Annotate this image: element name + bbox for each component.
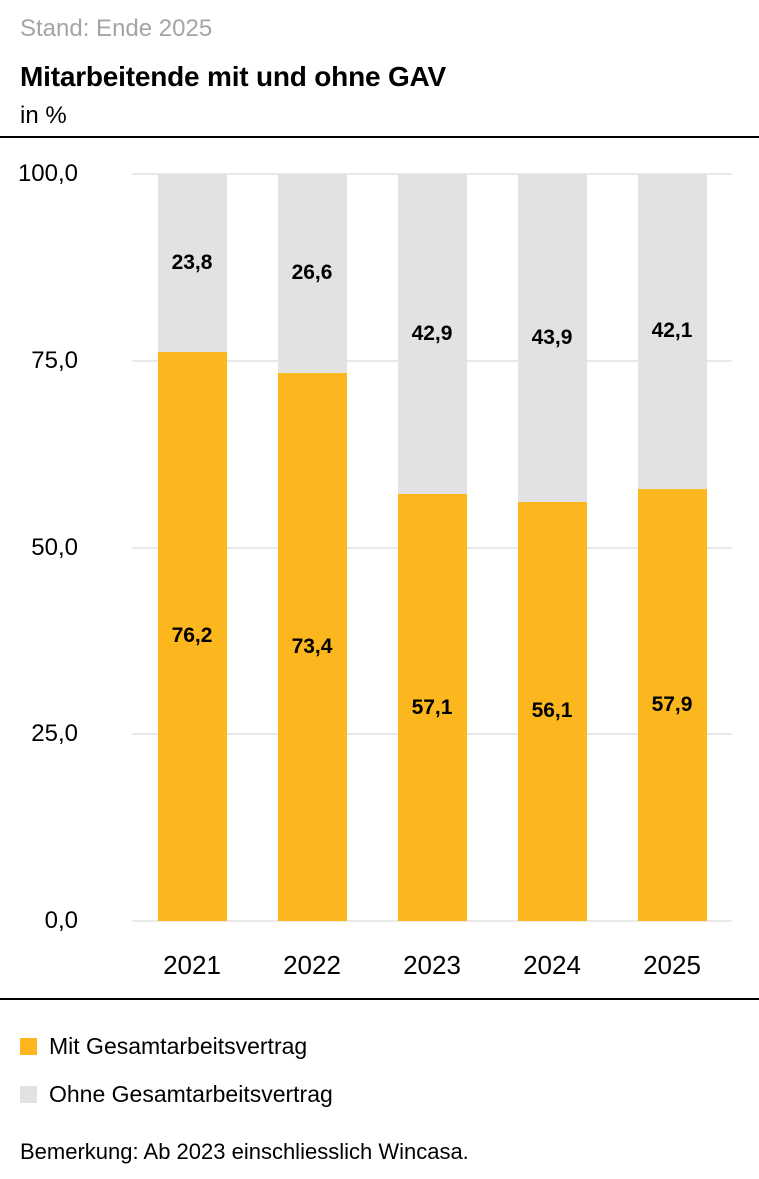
- y-tick-label-25: 25,0: [31, 720, 78, 748]
- value-label-mit-2024: 56,1: [531, 699, 573, 723]
- segment-ohne-2024: 43,9: [517, 174, 587, 502]
- x-tick-2025: 2025: [643, 950, 701, 980]
- value-label-mit-2025: 57,9: [651, 692, 693, 716]
- legend-item-mit: Mit Gesamtarbeitsvertrag: [20, 1032, 739, 1060]
- x-tick-2023: 2023: [403, 950, 461, 980]
- stacked-bar-chart: 0,0 25,0 50,0 75,0 100,0 76,2 23,8 73,4 26,6 57,1…: [18, 161, 739, 981]
- segment-mit-2024: 56,1: [517, 501, 587, 921]
- chart-title: Mitarbeitende mit und ohne GAV: [20, 61, 446, 92]
- segment-mit-2025: 57,9: [637, 488, 707, 921]
- y-tick-label-75: 75,0: [31, 346, 78, 374]
- segment-mit-2021: 76,2: [157, 351, 227, 921]
- y-tick-label-0: 0,0: [44, 907, 78, 934]
- segment-mit-2023: 57,1: [397, 494, 467, 921]
- unit-label: in %: [20, 102, 67, 129]
- legend-label-mit: Mit Gesamtarbeitsvertrag: [49, 1033, 308, 1059]
- header: Stand: Ende 2025 Mitarbeitende mit und o…: [20, 14, 739, 131]
- gridline-100: [132, 173, 732, 175]
- value-label-ohne-2024: 43,9: [531, 325, 573, 349]
- segment-ohne-2025: 42,1: [637, 174, 707, 489]
- header-divider: [0, 136, 759, 138]
- value-label-mit-2022: 73,4: [291, 634, 333, 658]
- value-label-ohne-2022: 26,6: [291, 261, 333, 285]
- footnote: Bemerkung: Ab 2023 einschliesslich Winca…: [20, 1139, 469, 1164]
- value-label-mit-2023: 57,1: [411, 695, 453, 719]
- segment-mit-2022: 73,4: [277, 372, 347, 921]
- status-line: Stand: Ende 2025: [20, 15, 213, 42]
- x-tick-2022: 2022: [283, 950, 341, 980]
- bar-2022: 73,4 26,6: [277, 174, 347, 921]
- x-tick-2021: 2021: [163, 950, 221, 980]
- bar-2023: 57,1 42,9: [397, 174, 467, 921]
- bar-2024: 56,1 43,9: [517, 174, 587, 921]
- legend-label-ohne: Ohne Gesamtarbeitsvertrag: [49, 1081, 333, 1107]
- value-label-ohne-2023: 42,9: [411, 322, 453, 346]
- bar-2025: 57,9 42,1: [637, 174, 707, 921]
- plot-area: 0,0 25,0 50,0 75,0 100,0 76,2 23,8 73,4 26,6 57,1…: [18, 161, 732, 934]
- value-label-ohne-2025: 42,1: [651, 319, 693, 343]
- x-tick-2024: 2024: [523, 950, 581, 980]
- value-label-mit-2021: 76,2: [171, 624, 213, 648]
- segment-ohne-2021: 23,8: [157, 174, 227, 352]
- gridline-0: [132, 920, 732, 922]
- mit-gav-swatch: [20, 1037, 37, 1055]
- legend: Mit Gesamtarbeitsvertrag Ohne Gesamtarbe…: [20, 1032, 739, 1108]
- value-label-ohne-2021: 23,8: [171, 250, 213, 274]
- segment-ohne-2022: 26,6: [277, 174, 347, 373]
- bar-2021: 76,2 23,8: [157, 174, 227, 921]
- y-tick-label-100: 100,0: [17, 160, 78, 187]
- legend-item-ohne: Ohne Gesamtarbeitsvertrag: [20, 1080, 739, 1108]
- ohne-gav-swatch: [20, 1085, 37, 1103]
- y-tick-label-50: 50,0: [31, 533, 78, 561]
- x-axis-labels: 2021 2022 2023 2024 2025: [132, 949, 732, 981]
- chart-divider: [0, 998, 759, 1000]
- segment-ohne-2023: 42,9: [397, 174, 467, 495]
